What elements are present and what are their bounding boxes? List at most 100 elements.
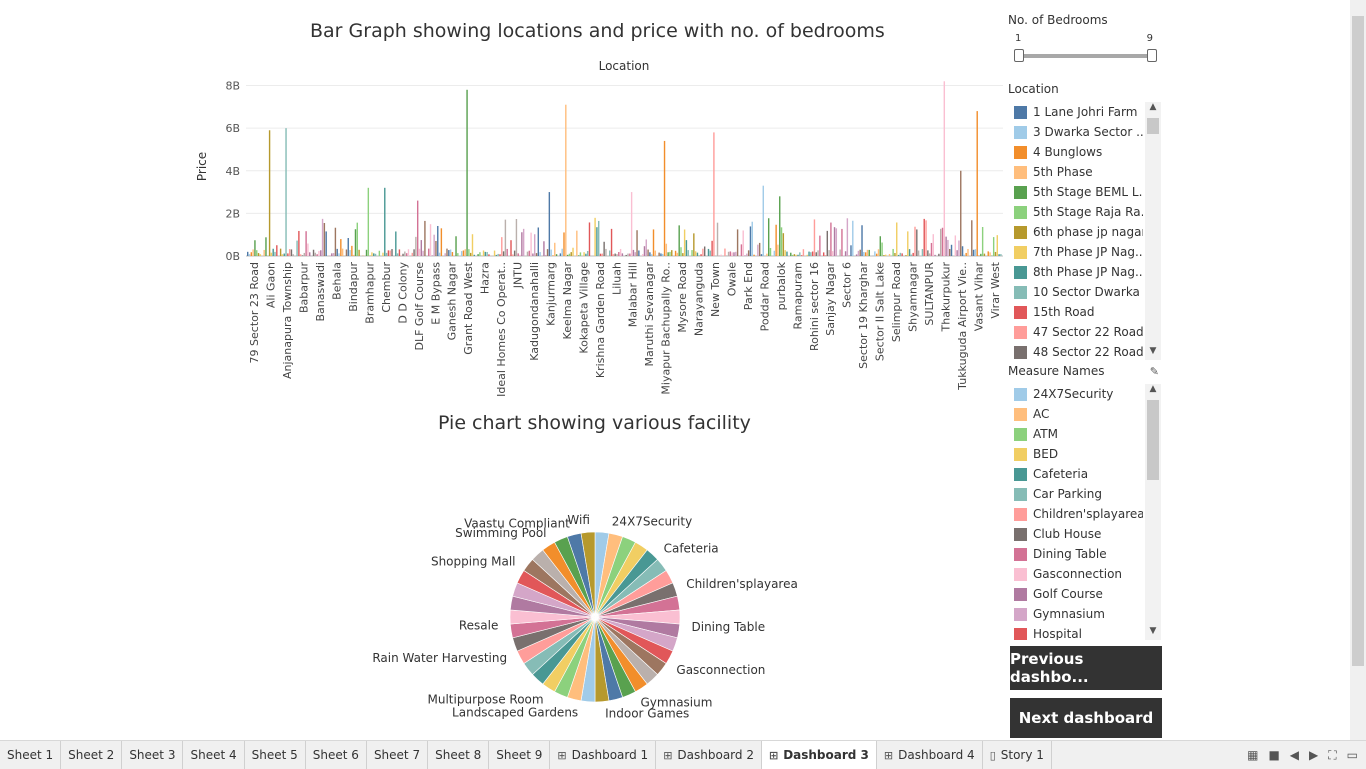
bar xyxy=(435,241,436,256)
bar xyxy=(995,252,996,256)
bar xyxy=(666,244,667,256)
location-legend-item[interactable]: 1 Lane Johri Farm xyxy=(1008,102,1163,122)
measure-legend-item[interactable]: Hospital xyxy=(1008,624,1163,640)
bar xyxy=(324,223,325,256)
scroll-up-icon[interactable]: ▲ xyxy=(1145,102,1161,116)
scroll-down-icon[interactable]: ▼ xyxy=(1145,346,1161,360)
tab-label: Sheet 2 xyxy=(68,748,114,762)
location-legend-item[interactable]: 5th Phase xyxy=(1008,162,1163,182)
measure-legend-item[interactable]: Club House xyxy=(1008,524,1163,544)
page-scrollbar-thumb[interactable] xyxy=(1352,16,1364,666)
next-dashboard-button[interactable]: Next dashboard xyxy=(1010,698,1162,738)
color-swatch xyxy=(1014,246,1027,259)
location-legend-item[interactable]: 15th Road xyxy=(1008,302,1163,322)
bar xyxy=(611,229,612,256)
scroll-up-icon[interactable]: ▲ xyxy=(1145,384,1161,398)
tab-dashboard-1[interactable]: ⊞Dashboard 1 xyxy=(550,741,656,769)
pie-label: Cafeteria xyxy=(664,541,719,555)
x-tick-label: Kadugondanahalli xyxy=(528,262,541,361)
bar xyxy=(675,251,676,256)
slider-max-handle[interactable] xyxy=(1147,49,1157,62)
page-scrollbar[interactable] xyxy=(1350,0,1366,740)
next-tab-icon[interactable]: ▶ xyxy=(1309,748,1318,762)
tab-sheet-4[interactable]: Sheet 4 xyxy=(183,741,244,769)
measure-legend-label: Car Parking xyxy=(1033,487,1143,501)
location-legend-item[interactable]: 5th Stage BEML L.. xyxy=(1008,182,1163,202)
tab-sheet-5[interactable]: Sheet 5 xyxy=(245,741,306,769)
bar xyxy=(340,239,341,256)
bedrooms-slider[interactable]: 1 9 xyxy=(1008,33,1163,73)
slider-min-handle[interactable] xyxy=(1014,49,1024,62)
bar xyxy=(596,227,597,256)
bar xyxy=(316,254,317,256)
location-legend-scrollbar[interactable]: ▲ ▼ xyxy=(1145,102,1161,360)
grid-view-icon[interactable]: ▦ xyxy=(1247,748,1258,762)
bar xyxy=(539,252,540,256)
tab-sheet-3[interactable]: Sheet 3 xyxy=(122,741,183,769)
bar xyxy=(486,252,487,256)
tab-dashboard-4[interactable]: ⊞Dashboard 4 xyxy=(877,741,983,769)
measure-legend-item[interactable]: 24X7Security xyxy=(1008,384,1163,404)
bar xyxy=(662,254,663,256)
bar xyxy=(700,254,701,256)
measure-legend-item[interactable]: Dining Table xyxy=(1008,544,1163,564)
bar xyxy=(448,250,449,256)
pie-chart[interactable]: 24X7SecurityCafeteriaChildren'splayareaD… xyxy=(360,500,820,735)
bar xyxy=(417,201,418,256)
scrollbar-thumb[interactable] xyxy=(1147,400,1159,480)
bar xyxy=(856,254,857,256)
location-legend-item[interactable]: 48 Sector 22 Road xyxy=(1008,342,1163,360)
x-tick-label: Shyamnagar xyxy=(907,262,920,332)
measure-legend-label: Cafeteria xyxy=(1033,467,1143,481)
fit-icon[interactable]: ⛶ xyxy=(1328,748,1336,763)
tab-sheet-1[interactable]: Sheet 1 xyxy=(0,741,61,769)
bar xyxy=(638,250,639,256)
previous-tab-icon[interactable]: ◀ xyxy=(1290,748,1299,762)
location-legend-item[interactable]: 10 Sector Dwarka xyxy=(1008,282,1163,302)
tab-sheet-6[interactable]: Sheet 6 xyxy=(306,741,367,769)
bar xyxy=(984,254,985,256)
tab-sheet-2[interactable]: Sheet 2 xyxy=(61,741,122,769)
edit-icon[interactable]: ✎ xyxy=(1150,365,1159,378)
bar xyxy=(437,226,438,256)
measure-legend-item[interactable]: Children'splayarea xyxy=(1008,504,1163,524)
scrollbar-thumb[interactable] xyxy=(1147,118,1159,134)
location-legend-item[interactable]: 8th Phase JP Nag.. xyxy=(1008,262,1163,282)
bar xyxy=(839,249,840,256)
x-tick-label: D D Colony xyxy=(396,262,409,324)
measure-legend-item[interactable]: Car Parking xyxy=(1008,484,1163,504)
measure-legend-item[interactable]: ATM xyxy=(1008,424,1163,444)
slider-track[interactable] xyxy=(1018,54,1153,58)
previous-dashboard-button[interactable]: Previous dashbo... xyxy=(1010,646,1162,690)
presentation-icon[interactable]: ▭ xyxy=(1347,748,1358,762)
location-legend-item[interactable]: 6th phase jp nagar xyxy=(1008,222,1163,242)
tab-sheet-7[interactable]: Sheet 7 xyxy=(367,741,428,769)
location-legend-item[interactable]: 5th Stage Raja Ra.. xyxy=(1008,202,1163,222)
bar xyxy=(636,230,637,256)
location-legend-label: 47 Sector 22 Road xyxy=(1033,325,1143,339)
measure-legend-item[interactable]: Cafeteria xyxy=(1008,464,1163,484)
measure-legend-item[interactable]: Golf Course xyxy=(1008,584,1163,604)
bar xyxy=(682,253,683,256)
scroll-down-icon[interactable]: ▼ xyxy=(1145,626,1161,640)
measure-legend-item[interactable]: Gasconnection xyxy=(1008,564,1163,584)
measure-legend-item[interactable]: Gymnasium xyxy=(1008,604,1163,624)
measure-legend-scrollbar[interactable]: ▲ ▼ xyxy=(1145,384,1161,640)
x-tick-label: SULTANPUR xyxy=(923,262,936,326)
measure-legend-item[interactable]: BED xyxy=(1008,444,1163,464)
tab-dashboard-3[interactable]: ⊞Dashboard 3 xyxy=(762,741,877,769)
tab-sheet-8[interactable]: Sheet 8 xyxy=(428,741,489,769)
tab-sheet-9[interactable]: Sheet 9 xyxy=(489,741,550,769)
measure-legend-item[interactable]: AC xyxy=(1008,404,1163,424)
location-legend-item[interactable]: 7th Phase JP Nag.. xyxy=(1008,242,1163,262)
location-legend-item[interactable]: 4 Bunglows xyxy=(1008,142,1163,162)
location-legend-item[interactable]: 3 Dwarka Sector .. xyxy=(1008,122,1163,142)
tab-story-1[interactable]: ▯Story 1 xyxy=(983,741,1052,769)
filmstrip-icon[interactable]: ■ xyxy=(1268,748,1279,762)
location-legend-item[interactable]: 47 Sector 22 Road xyxy=(1008,322,1163,342)
tab-dashboard-2[interactable]: ⊞Dashboard 2 xyxy=(656,741,762,769)
bar xyxy=(699,255,700,256)
tab-label: Dashboard 3 xyxy=(783,748,869,762)
